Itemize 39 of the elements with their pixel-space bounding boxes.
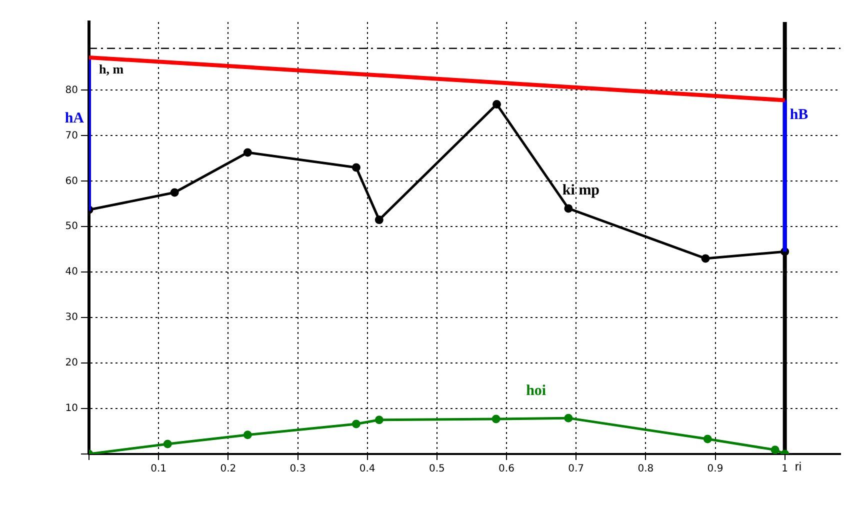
y-tick-label: 20: [65, 358, 78, 369]
x-tick-label: 0.2: [220, 464, 236, 475]
point: [243, 430, 252, 440]
point: [492, 414, 500, 424]
series-label: ki mp: [562, 182, 600, 198]
point: [564, 414, 573, 422]
y-axis-title: h, m: [99, 61, 124, 76]
point: [703, 434, 712, 444]
x-tick-label: 0.8: [638, 464, 654, 475]
x-tick-label: 0.5: [428, 464, 445, 475]
y-tick-label: 80: [65, 84, 78, 96]
point: [352, 420, 360, 428]
y-tick-label: 50: [65, 221, 78, 232]
point: [170, 188, 179, 197]
x-tick-label: 0.7: [568, 464, 584, 475]
y-tick-label: 60: [65, 176, 78, 187]
point: [770, 446, 780, 454]
x-tick-label: 0.9: [707, 464, 724, 475]
x-tick-label: 1: [782, 464, 788, 475]
y-tick-label: 30: [65, 312, 78, 324]
point: [374, 216, 384, 224]
y-tick-label: 40: [65, 266, 78, 278]
point: [564, 204, 573, 213]
series-label: hB: [790, 107, 808, 124]
x-tick-label: 0.4: [359, 464, 376, 475]
point: [352, 163, 360, 172]
x-tick-label: 0.1: [150, 464, 167, 475]
series-label: hoi: [526, 382, 546, 399]
point: [701, 254, 710, 263]
point: [374, 416, 384, 424]
x-tick-label: 0.6: [498, 464, 514, 475]
y-tick-label: 70: [65, 130, 78, 142]
point: [163, 440, 172, 448]
y-tick-label: 10: [65, 403, 78, 414]
series-label: hA: [64, 110, 84, 127]
point: [492, 100, 502, 109]
x-axis-title: ri: [794, 459, 802, 474]
x-tick-label: 0.3: [290, 464, 306, 475]
point: [243, 148, 252, 157]
